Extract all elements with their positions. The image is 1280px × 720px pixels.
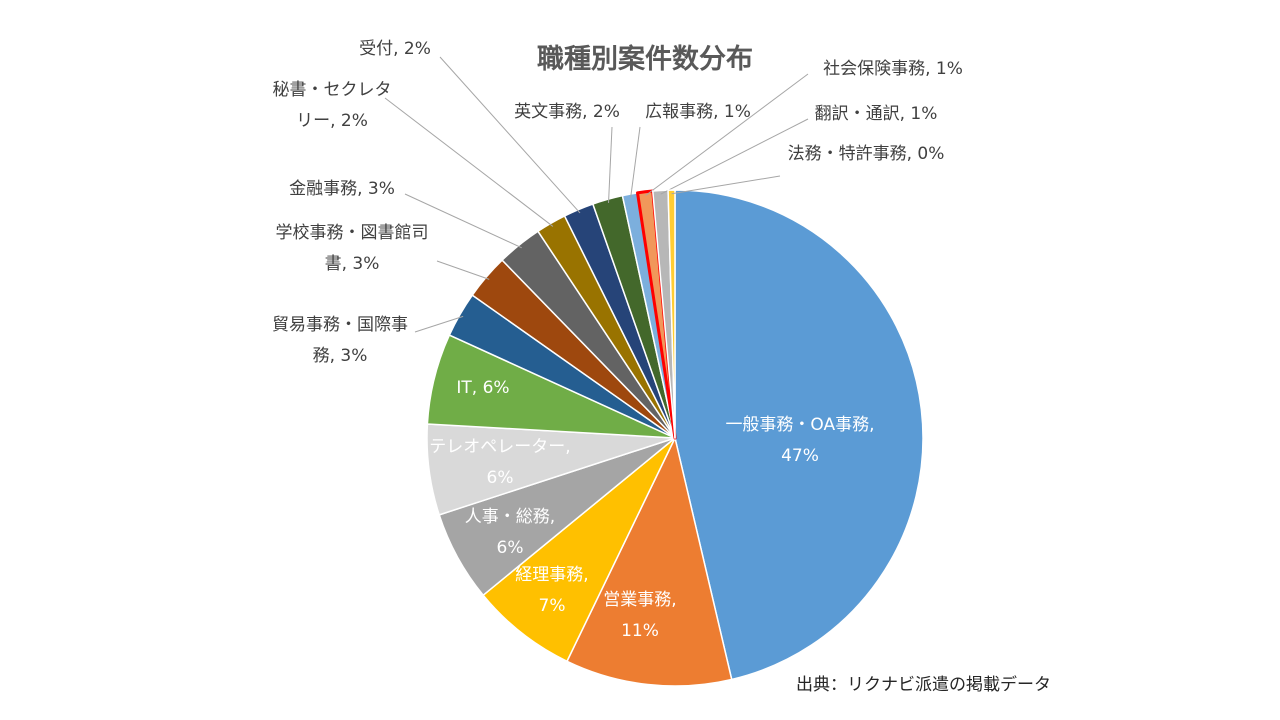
data-label: 金融事務, 3% — [289, 179, 395, 199]
leader-line — [608, 126, 613, 203]
leader-line — [671, 175, 781, 195]
chart-title: 職種別案件数分布 — [537, 44, 753, 75]
data-label: 広報事務, 1% — [645, 102, 751, 122]
data-label: 翻訳・通訳, 1% — [815, 104, 938, 124]
data-label: 一般事務・OA事務, 47% — [725, 415, 874, 466]
data-label: 営業事務, 11% — [603, 590, 676, 641]
pie-slice — [566, 437, 733, 687]
data-label: テレオペレーター, 6% — [429, 437, 570, 488]
data-label: 貿易事務・国際事務, 3% — [272, 315, 408, 366]
data-label: 秘書・セクレタリー, 2% — [273, 80, 392, 131]
data-label: 受付, 2% — [359, 39, 431, 59]
data-label: 法務・特許事務, 0% — [788, 144, 945, 164]
leader-line — [439, 56, 581, 214]
leader-line — [645, 73, 809, 196]
leader-line — [630, 126, 641, 198]
data-label: 人事・総務, 6% — [465, 507, 555, 558]
data-label: 学校事務・図書館司書, 3% — [276, 223, 429, 274]
leader-line — [404, 193, 522, 249]
leader-line — [414, 315, 464, 333]
data-label: 英文事務, 2% — [514, 102, 620, 122]
pie-slice — [482, 437, 676, 662]
leader-line — [384, 97, 554, 227]
leader-line — [660, 118, 809, 195]
leader-line — [436, 260, 490, 280]
data-label: 経理事務, 7% — [515, 565, 588, 616]
data-label: 社会保険事務, 1% — [823, 59, 963, 79]
pie-slice — [674, 189, 924, 681]
data-label: IT, 6% — [456, 378, 509, 398]
pie-slice — [667, 189, 676, 439]
source-note: 出典：リクナビ派遣の掲載データ — [796, 675, 1051, 695]
